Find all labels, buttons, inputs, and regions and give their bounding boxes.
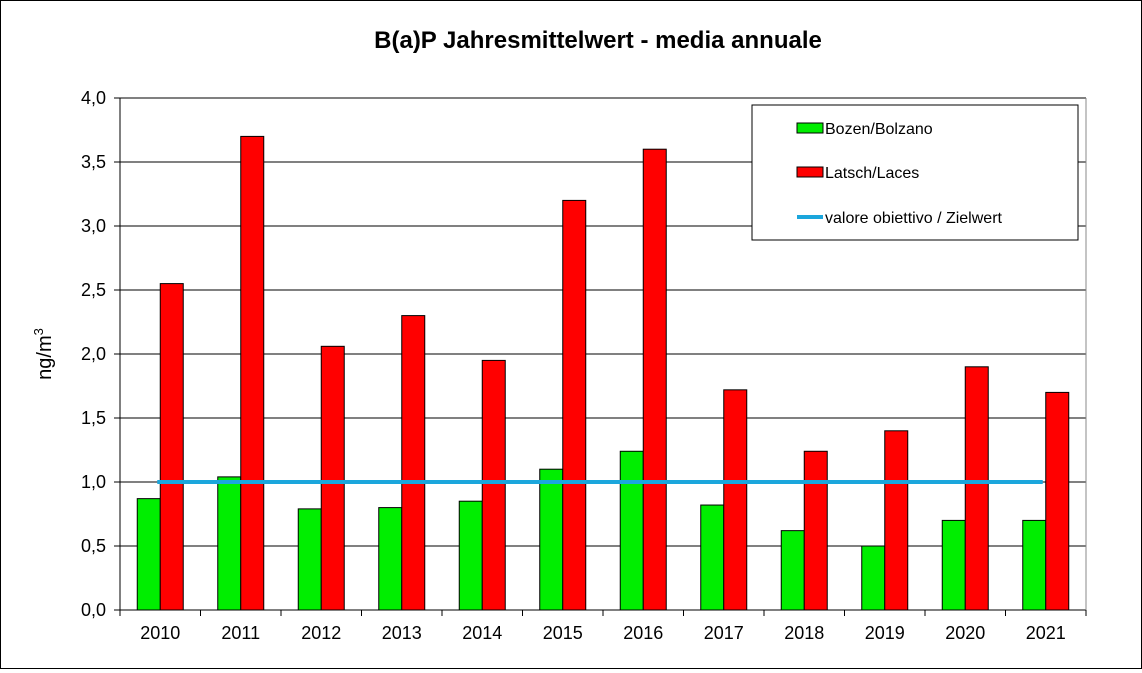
x-tick-label: 2018 (784, 623, 824, 643)
x-tick-label: 2014 (462, 623, 502, 643)
legend-item-latsch-swatch (796, 166, 824, 178)
y-tick-label: 4,0 (81, 88, 106, 108)
bar-bozen-2011 (217, 476, 242, 611)
bar-bozen-2021 (1022, 519, 1047, 611)
legend-item-latsch-label: Latsch/Laces (825, 165, 919, 182)
bar-bozen-2020 (941, 519, 966, 611)
legend-item-bozen-swatch (796, 122, 824, 134)
legend-item-zielwert-label: valore obiettivo / Zielwert (825, 210, 1003, 227)
y-tick-label: 2,5 (81, 280, 106, 300)
bar-latsch-2015 (562, 199, 587, 611)
bar-latsch-2018 (803, 450, 828, 611)
bar-bozen-2015 (539, 468, 564, 611)
x-tick-label: 2015 (543, 623, 583, 643)
legend: Bozen/Bolzano Latsch/Laces valore obiettiv… (751, 104, 1079, 241)
y-tick-label: 2,0 (81, 344, 106, 364)
y-axis-ticks: 0,0 0,5 1,0 1,5 2,0 2,5 3,0 3,5 4,0 (81, 88, 120, 620)
y-tick-label: 0,0 (81, 600, 106, 620)
x-tick-label: 2017 (704, 623, 744, 643)
legend-item-bozen-label: Bozen/Bolzano (825, 121, 933, 138)
bar-bozen-2017 (700, 504, 725, 611)
bar-bozen-2012 (297, 508, 322, 611)
bar-latsch-2012 (320, 345, 345, 611)
bar-latsch-2016 (642, 148, 667, 611)
x-tick-label: 2020 (945, 623, 985, 643)
y-tick-label: 1,5 (81, 408, 106, 428)
bar-latsch-2017 (723, 389, 748, 611)
bar-latsch-2021 (1045, 391, 1070, 611)
y-axis-label: ng/m3 (31, 328, 56, 380)
bar-bozen-2019 (861, 545, 886, 611)
bar-bozen-2013 (378, 507, 403, 611)
bar-latsch-2010 (159, 283, 184, 611)
x-tick-label: 2012 (301, 623, 341, 643)
x-axis-ticks: 2010 2011 2012 2013 2014 2015 2016 2017 2018 2019… (119, 610, 1087, 643)
bar-bozen-2010 (136, 498, 161, 611)
bar-latsch-2019 (884, 430, 909, 611)
x-tick-label: 2021 (1026, 623, 1066, 643)
x-tick-label: 2011 (221, 623, 260, 643)
x-tick-label: 2019 (865, 623, 905, 643)
bar-bozen-2014 (458, 500, 483, 611)
x-tick-label: 2010 (140, 623, 180, 643)
bar-latsch-2013 (401, 315, 426, 611)
y-tick-label: 3,0 (81, 216, 106, 236)
x-tick-label: 2016 (623, 623, 663, 643)
chart-title: B(a)P Jahresmittelwert - media annuale (374, 27, 822, 54)
x-tick-label: 2013 (382, 623, 422, 643)
bar-latsch-2014 (481, 359, 506, 611)
y-tick-label: 0,5 (81, 536, 106, 556)
y-tick-label: 1,0 (81, 472, 106, 492)
bar-bozen-2018 (780, 530, 805, 611)
bar-bozen-2016 (619, 450, 644, 611)
bar-latsch-2011 (240, 135, 265, 611)
bar-latsch-2020 (964, 366, 989, 611)
y-tick-label: 3,5 (81, 152, 106, 172)
